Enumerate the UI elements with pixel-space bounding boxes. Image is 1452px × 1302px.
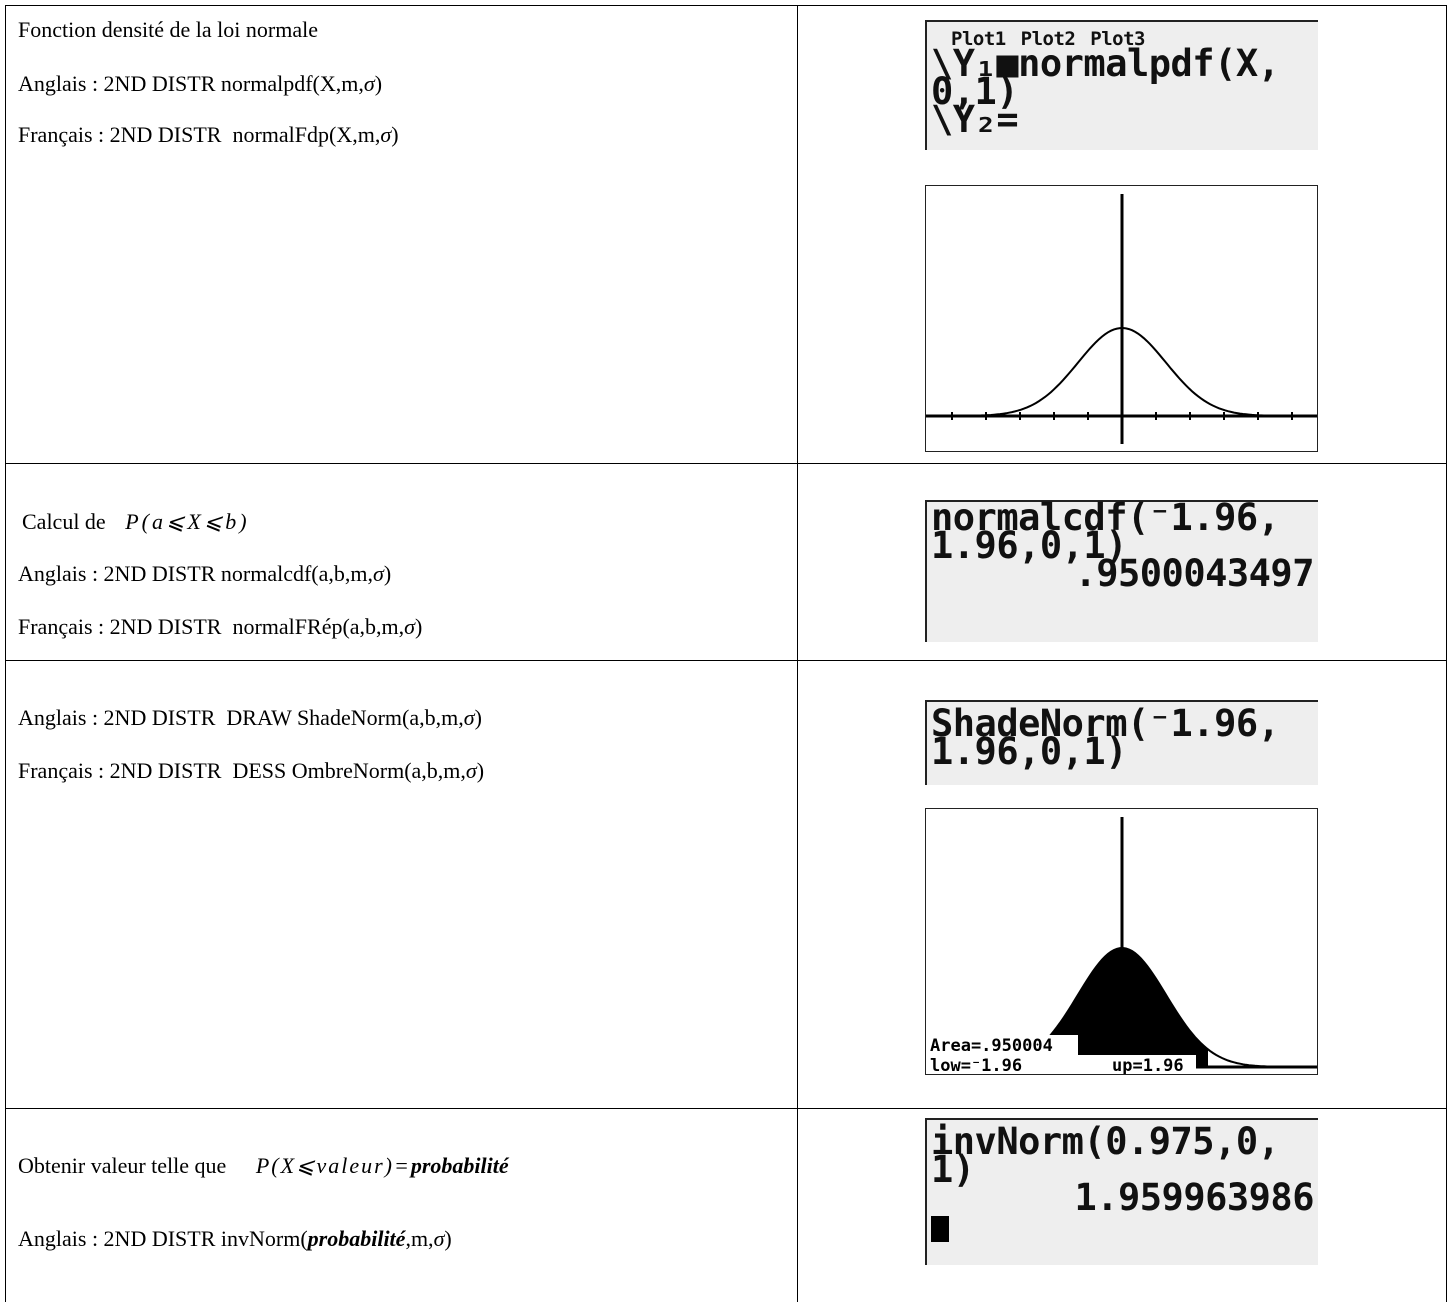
text-line: Obtenir valeur telle que P(X⩽valeur)=pro… <box>18 1153 509 1179</box>
calc-screen: ShadeNorm(⁻1.96, 1.96,0,1) <box>925 700 1318 785</box>
page: Fonction densité de la loi normale Angla… <box>0 0 1452 1302</box>
border <box>5 5 1447 6</box>
text-line: Calcul de P(a⩽X⩽b) <box>22 509 250 535</box>
screen-line: \Y₂= <box>931 106 1314 134</box>
text-line: Anglais : 2ND DISTR invNorm(probabilité,… <box>18 1226 452 1252</box>
text-line: Anglais : 2ND DISTR normalcdf(a,b,m,σ) <box>18 561 391 587</box>
text-line: Fonction densité de la loi normale <box>18 17 318 43</box>
text-line: Français : 2ND DISTR normalFdp(X,m,σ) <box>18 122 399 148</box>
graph-label: Area=.950004 <box>930 1036 1053 1056</box>
border <box>5 1108 1447 1109</box>
calc-screen: normalcdf(⁻1.96, 1.96,0,1) .9500043497 <box>925 500 1318 642</box>
calc-screen: invNorm(0.975,0, 1) 1.959963986 <box>925 1118 1318 1265</box>
border <box>5 660 1447 661</box>
graph-label: up=1.96 <box>1112 1056 1184 1075</box>
screen-line: invNorm(0.975,0, <box>931 1128 1314 1156</box>
text-line: Français : 2ND DISTR DESS OmbreNorm(a,b,… <box>18 758 484 784</box>
graph <box>925 185 1318 452</box>
screen-line: 1.959963986 <box>931 1184 1314 1212</box>
border <box>5 463 1447 464</box>
text-line: Anglais : 2ND DISTR DRAW ShadeNorm(a,b,m… <box>18 705 482 731</box>
text-line: Français : 2ND DISTR normalFRép(a,b,m,σ) <box>18 614 422 640</box>
text-line: Anglais : 2ND DISTR normalpdf(X,m,σ) <box>18 71 382 97</box>
graph-label: low=⁻1.96 <box>930 1056 1022 1075</box>
calc-screen: Plot1 Plot2 Plot3 \Y₁■normalpdf(X, 0,1) … <box>925 20 1318 150</box>
